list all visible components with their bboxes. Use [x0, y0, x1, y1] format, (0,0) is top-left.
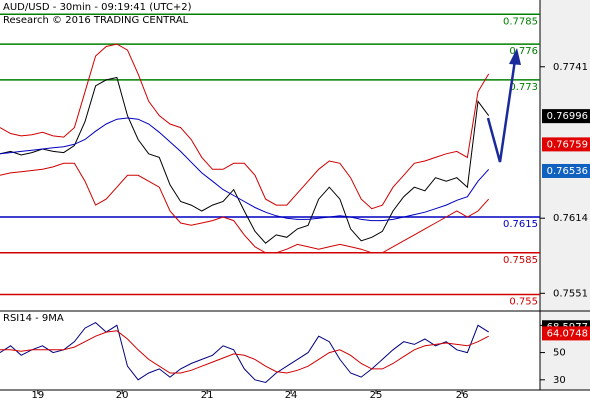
series-line [0, 76, 490, 244]
series-line [0, 330, 489, 374]
chart-subtitle: Research © 2016 TRADING CENTRAL [3, 15, 189, 26]
rsi-title: RSI14 - 9MA [3, 313, 64, 324]
value-marker-label: 0.76759 [547, 139, 588, 150]
x-tick-label: 24 [285, 390, 298, 400]
y-tick-label: 0.7614 [553, 213, 588, 224]
level-label: 0.7615 [503, 219, 538, 230]
x-tick-label: 20 [116, 390, 129, 400]
forecast-arrow [486, 59, 517, 163]
value-marker-label: 0.76536 [547, 166, 588, 177]
value-marker [542, 163, 590, 178]
level-label: 0.7785 [503, 16, 538, 27]
level-label-bg [500, 218, 539, 230]
level-label-bg [500, 253, 539, 266]
level-label: 0.776 [509, 46, 538, 57]
series-line [0, 43, 490, 210]
x-tick-label: 26 [456, 390, 469, 400]
value-marker [542, 326, 590, 341]
y-tick-label: 30 [553, 375, 566, 386]
x-tick-label: 19 [32, 390, 45, 400]
level-label-bg [500, 295, 539, 308]
plot-layer: 0.7741 0.7614 0.7551 0.7785 0.776 0.773 0.7615… [0, 13, 590, 400]
level-label-bg [500, 45, 539, 58]
series-line [0, 117, 490, 222]
value-marker-label: 0.76996 [547, 111, 588, 122]
level-label: 0.755 [509, 297, 538, 308]
level-label: 0.7585 [503, 255, 538, 266]
x-tick-label: 25 [370, 390, 383, 400]
level-label-bg [500, 15, 539, 28]
forecast-arrowhead [509, 48, 521, 65]
x-tick-label: 21 [201, 390, 214, 400]
level-label: 0.773 [509, 82, 538, 93]
y-tick-label: 0.7551 [553, 288, 588, 299]
series-line [0, 321, 489, 384]
value-marker-label: 64.0748 [547, 328, 588, 339]
series-line [0, 162, 490, 254]
value-marker [542, 137, 590, 152]
value-marker [542, 109, 590, 124]
y-tick-label: 0.7741 [553, 62, 588, 73]
chart-title: AUD/USD - 30min - 09:19:41 (UTC+2) [3, 2, 192, 13]
y-tick-label: 50 [553, 348, 566, 359]
